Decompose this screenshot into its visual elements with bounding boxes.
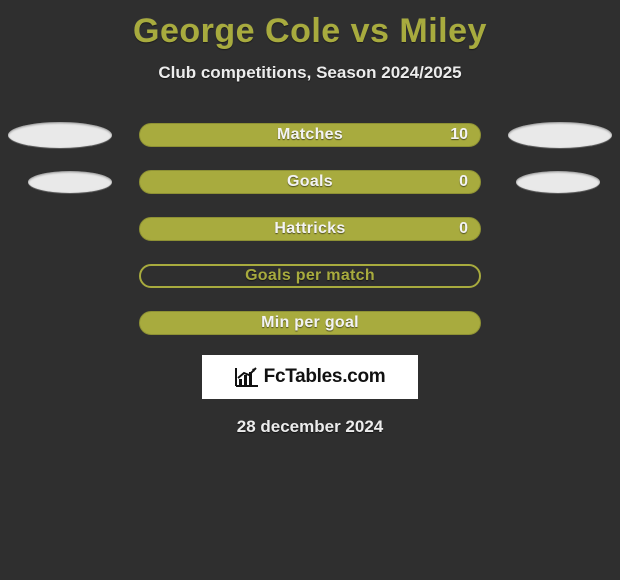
stat-label: Min per goal <box>140 314 480 332</box>
stat-left-marker <box>8 122 112 148</box>
stat-bar: Goals per match <box>139 264 481 288</box>
stat-label: Matches <box>140 126 480 144</box>
date: 28 december 2024 <box>0 417 620 437</box>
stat-rows: Matches10Goals0Hattricks0Goals per match… <box>0 123 620 335</box>
stat-bar: Min per goal <box>139 311 481 335</box>
stat-row: Min per goal <box>0 311 620 335</box>
comparison-card: George Cole vs Miley Club competitions, … <box>0 0 620 580</box>
stat-value: 10 <box>450 126 468 144</box>
chart-icon <box>235 367 259 387</box>
stat-bar: Hattricks0 <box>139 217 481 241</box>
stat-left-marker <box>28 171 112 193</box>
stat-label: Hattricks <box>140 220 480 238</box>
stat-label: Goals per match <box>141 267 479 285</box>
stat-label: Goals <box>140 173 480 191</box>
brand-box[interactable]: FcTables.com <box>202 355 418 399</box>
subtitle: Club competitions, Season 2024/2025 <box>0 63 620 83</box>
stat-value: 0 <box>459 220 468 238</box>
stat-row: Goals per match <box>0 264 620 288</box>
brand-text: FcTables.com <box>264 366 386 388</box>
stat-row: Hattricks0 <box>0 217 620 241</box>
stat-bar: Matches10 <box>139 123 481 147</box>
stat-bar: Goals0 <box>139 170 481 194</box>
stat-right-marker <box>516 171 600 193</box>
stat-right-marker <box>508 122 612 148</box>
stat-value: 0 <box>459 173 468 191</box>
stat-row: Matches10 <box>0 123 620 147</box>
page-title: George Cole vs Miley <box>0 12 620 51</box>
stat-row: Goals0 <box>0 170 620 194</box>
